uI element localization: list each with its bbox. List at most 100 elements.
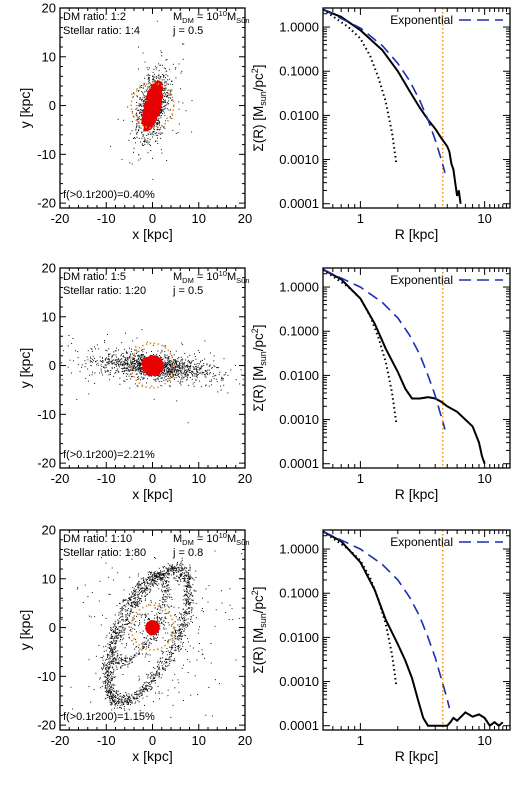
- star-particle: [217, 367, 219, 369]
- star-particle: [158, 672, 160, 674]
- star-particle: [168, 573, 170, 575]
- star-particle: [114, 636, 116, 637]
- star-particle: [180, 631, 182, 633]
- star-particle: [153, 674, 155, 676]
- star-particle: [145, 685, 147, 687]
- star-particle: [129, 696, 131, 698]
- star-particle: [99, 677, 101, 679]
- star-particle: [114, 703, 116, 705]
- star-particle: [114, 697, 116, 699]
- star-particle: [135, 128, 137, 130]
- star-particle: [181, 568, 183, 570]
- star-particle: [109, 379, 111, 381]
- core-particle: [149, 123, 152, 127]
- star-particle: [172, 368, 174, 370]
- star-particle: [108, 677, 110, 679]
- star-particle: [152, 344, 154, 346]
- star-particle: [156, 673, 158, 675]
- star-particle: [143, 129, 145, 131]
- star-particle: [164, 366, 166, 367]
- star-particle: [209, 372, 211, 373]
- star-particle: [165, 379, 167, 381]
- y-tick-label: -20: [37, 196, 56, 211]
- core-particle: [151, 117, 154, 121]
- star-particle: [162, 110, 164, 112]
- star-particle: [148, 81, 150, 83]
- star-particle: [131, 363, 133, 365]
- star-particle: [139, 590, 140, 592]
- star-particle: [195, 373, 197, 374]
- star-particle: [133, 601, 135, 603]
- star-particle: [176, 360, 178, 362]
- star-particle: [159, 133, 161, 135]
- star-particle: [158, 74, 160, 76]
- star-particle: [156, 375, 158, 376]
- star-particle: [162, 125, 163, 127]
- star-particle: [147, 674, 149, 676]
- star-particle: [142, 377, 144, 379]
- star-particle: [107, 686, 109, 688]
- star-particle: [115, 372, 117, 373]
- star-particle: [104, 687, 106, 689]
- star-particle: [165, 84, 167, 86]
- star-particle: [182, 364, 184, 365]
- star-particle: [94, 346, 95, 348]
- star-particle: [146, 140, 148, 142]
- core-particle: [152, 99, 155, 103]
- star-particle: [179, 361, 181, 363]
- star-particle: [166, 160, 168, 161]
- star-particle: [100, 370, 102, 372]
- star-particle: [182, 366, 184, 368]
- star-particle: [179, 367, 181, 369]
- star-particle: [189, 377, 191, 379]
- star-particle: [191, 577, 193, 579]
- star-particle: [143, 689, 145, 690]
- star-particle: [137, 363, 139, 365]
- star-particle: [163, 667, 165, 669]
- star-particle: [172, 371, 173, 373]
- star-particle: [168, 376, 170, 377]
- star-particle: [111, 650, 113, 652]
- star-particle: [159, 132, 161, 134]
- star-particle: [166, 83, 168, 85]
- star-particle: [150, 680, 152, 682]
- star-particle: [144, 356, 146, 358]
- star-particle: [164, 85, 166, 87]
- star-particle: [130, 363, 132, 365]
- star-particle: [171, 646, 173, 648]
- star-particle: [209, 373, 211, 375]
- star-particle: [195, 576, 197, 578]
- star-particle: [191, 374, 193, 375]
- star-particle: [188, 592, 190, 594]
- y-axis-label-part: sun: [258, 91, 268, 106]
- core-particle: [160, 87, 164, 91]
- star-particle: [185, 590, 187, 592]
- star-particle: [166, 568, 168, 570]
- star-particle: [174, 68, 176, 70]
- core-particle: [153, 84, 157, 87]
- star-particle: [99, 372, 100, 374]
- star-particle: [163, 98, 164, 100]
- star-particle: [118, 693, 120, 695]
- star-particle: [90, 364, 92, 366]
- star-particle: [168, 93, 170, 95]
- star-particle: [170, 650, 172, 652]
- star-particle: [135, 367, 137, 369]
- star-particle: [161, 662, 162, 664]
- star-particle: [116, 359, 118, 361]
- star-particle: [183, 622, 185, 624]
- star-particle: [160, 149, 162, 151]
- star-particle: [107, 680, 109, 682]
- star-particle: [178, 101, 180, 103]
- star-particle: [164, 104, 166, 106]
- star-particle: [109, 701, 111, 703]
- star-particle: [189, 367, 191, 369]
- star-particle: [176, 562, 178, 564]
- star-particle: [138, 690, 140, 692]
- star-particle: [195, 375, 197, 377]
- star-particle: [183, 377, 185, 379]
- star-particle: [172, 653, 173, 654]
- star-particle: [164, 364, 166, 366]
- core-particle: [160, 361, 164, 365]
- y-axis-label: y [kpc]: [17, 88, 33, 128]
